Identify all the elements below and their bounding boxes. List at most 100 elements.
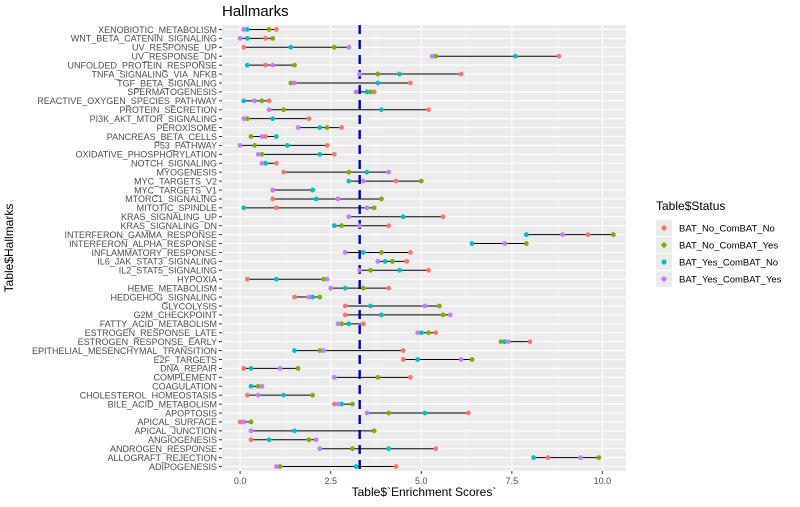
data-point (386, 410, 392, 416)
data-point (426, 330, 431, 336)
data-point (440, 312, 446, 318)
data-point (310, 187, 315, 193)
y-tick-label: P53_PATHWAY (154, 141, 217, 151)
y-tick-label: HEME_METABOLISM (128, 283, 217, 293)
data-point (371, 428, 377, 434)
data-point (379, 312, 384, 318)
data-point (389, 258, 395, 264)
data-point (317, 151, 323, 157)
data-point (273, 134, 279, 139)
data-point (335, 321, 341, 327)
data-point (292, 428, 297, 434)
data-point (357, 267, 363, 273)
data-point (292, 62, 297, 68)
data-point (523, 241, 529, 246)
data-point (440, 214, 446, 220)
data-point (255, 151, 261, 157)
data-point (263, 160, 268, 166)
data-point (339, 401, 344, 407)
data-point (368, 89, 373, 95)
y-tick-label: UNFOLDED_PROTEIN_RESPONSE (67, 60, 217, 70)
data-point (263, 62, 268, 68)
y-tick-label: DNA_REPAIR (160, 364, 217, 374)
y-tick-label: IL2_STAT5_SIGNALING (119, 266, 217, 276)
y-tick-label: INTERFERON_GAMMA_RESPONSE (64, 230, 217, 240)
y-tick-label: EPITHELIAL_MESENCHYMAL_TRANSITION (32, 346, 217, 356)
data-point (360, 250, 366, 255)
data-point (469, 357, 475, 362)
legend-label: BAT_No_ComBAT_No (679, 224, 775, 235)
x-tick-labels: 0.0 2.5 5.0 7.5 10.0 (234, 471, 611, 486)
data-point (244, 392, 250, 398)
data-point (375, 71, 381, 77)
legend-key (661, 225, 667, 231)
data-point (281, 107, 286, 113)
data-point (263, 35, 268, 41)
legend-key (661, 276, 667, 282)
data-point (339, 223, 344, 229)
legend-label: BAT_Yes_ComBAT_No (679, 258, 778, 269)
data-point (353, 89, 359, 95)
y-tick-label: ANDROGEN_RESPONSE (110, 444, 217, 454)
data-point (415, 330, 421, 336)
y-tick-label: SPERMATOGENESIS (127, 87, 217, 97)
data-point (379, 250, 384, 255)
data-point (386, 223, 392, 229)
data-point (241, 205, 247, 211)
data-point (295, 125, 301, 130)
data-point (324, 276, 330, 282)
data-point (244, 276, 250, 282)
data-point (382, 258, 388, 264)
y-tick-label: ESTROGEN_RESPONSE_LATE (85, 328, 217, 338)
data-point (339, 321, 344, 327)
data-point (273, 205, 279, 211)
data-point (418, 330, 424, 336)
data-point (393, 178, 399, 184)
y-tick-label: PEROXISOME (156, 123, 217, 133)
data-point (277, 366, 283, 371)
data-point (292, 80, 297, 86)
data-point (408, 250, 413, 255)
data-point (270, 35, 276, 41)
y-tick-label: PANCREAS_BETA_CELLS (107, 132, 217, 142)
data-point (248, 134, 254, 139)
x-axis-title: Table$`Enrichment Scores` (352, 485, 497, 499)
data-point (266, 27, 272, 32)
y-tick-label: IL6_JAK_STAT3_SIGNALING (97, 257, 217, 267)
y-tick-label: CHOLESTEROL_HOMEOSTASIS (80, 390, 217, 400)
data-point (292, 294, 297, 300)
data-point (241, 419, 247, 425)
data-point (585, 232, 591, 238)
data-point (346, 214, 352, 220)
data-point (560, 232, 565, 238)
data-point (502, 339, 508, 345)
data-point (505, 339, 511, 345)
y-tick-label: MTORC1_SIGNALING (125, 194, 217, 204)
data-point (266, 107, 272, 113)
plot-panel (222, 25, 626, 471)
data-point (375, 258, 381, 264)
legend-key (661, 242, 667, 248)
data-point (324, 125, 330, 130)
data-point (331, 44, 337, 50)
data-point (270, 116, 276, 122)
data-point (310, 294, 315, 300)
data-point (523, 232, 529, 238)
legend-items: BAT_No_ComBAT_No BAT_No_ComBAT_Yes BAT_Yes… (656, 220, 782, 287)
y-tick-label: MITOTIC_SPINDLE (137, 203, 217, 213)
x-tick-label: 7.5 (506, 476, 519, 486)
data-point (433, 53, 439, 59)
data-point (244, 35, 250, 41)
y-tick-label: KRAS_SIGNALING_UP (121, 212, 217, 222)
data-point (342, 285, 348, 291)
y-tick-label: KRAS_SIGNALING_DN (120, 221, 217, 231)
data-point (346, 44, 352, 50)
data-point (284, 143, 290, 148)
data-point (360, 285, 366, 291)
y-tick-label: PI3K_AKT_MTOR_SIGNALING (90, 114, 217, 124)
data-point (248, 366, 254, 371)
y-tick-label: UV_RESPONSE_DN (131, 52, 217, 62)
y-tick-label: G2M_CHECKPOINT (133, 310, 217, 320)
y-tick-label: INFLAMMATORY_RESPONSE (91, 248, 217, 258)
data-point (556, 53, 562, 59)
